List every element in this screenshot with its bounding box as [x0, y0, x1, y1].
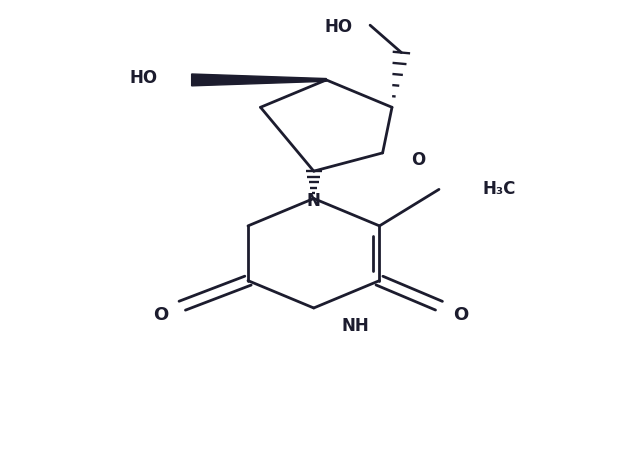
Text: O: O — [453, 306, 468, 324]
Text: NH: NH — [342, 317, 370, 335]
Text: H₃C: H₃C — [483, 180, 516, 198]
Polygon shape — [191, 74, 326, 86]
Text: O: O — [153, 306, 168, 324]
Text: N: N — [307, 192, 321, 210]
Text: O: O — [411, 151, 425, 169]
Text: HO: HO — [324, 18, 353, 36]
Text: HO: HO — [129, 69, 157, 86]
